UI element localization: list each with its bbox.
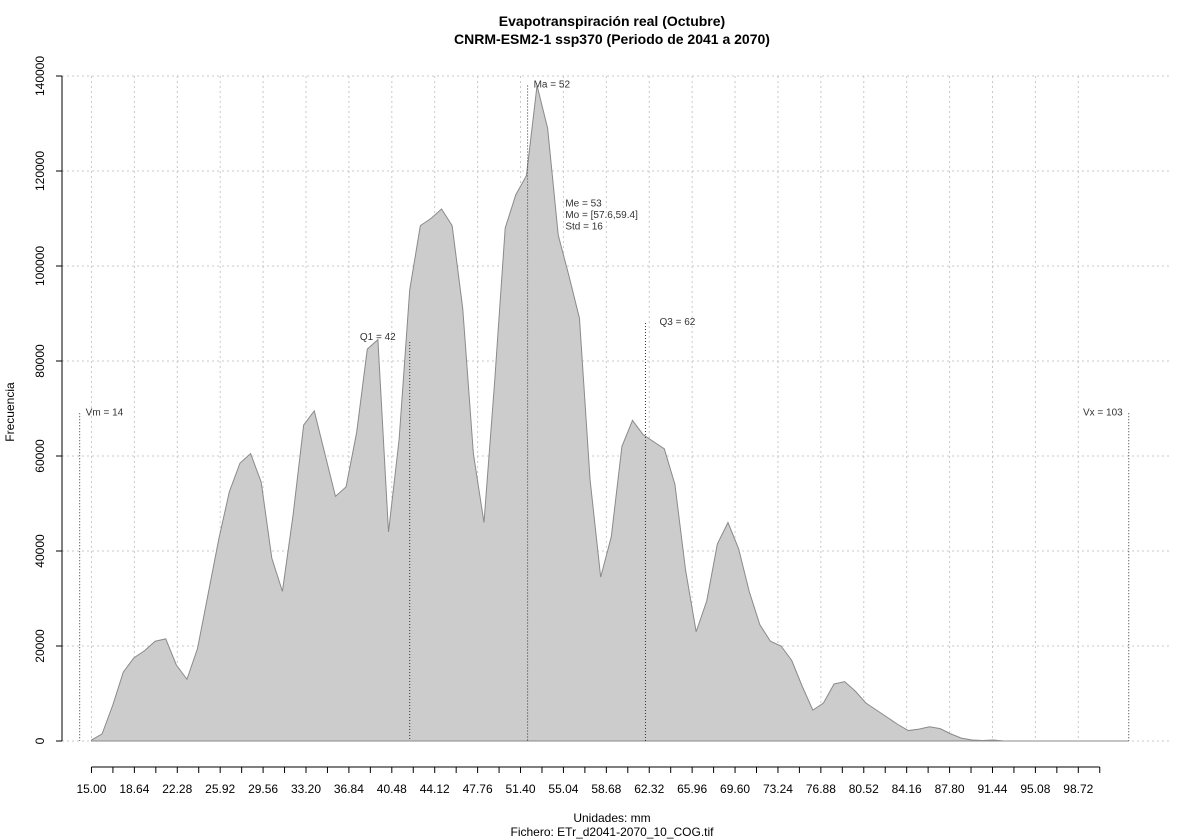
x-tick-label: 29.56 xyxy=(248,782,278,796)
x-tick-label: 25.92 xyxy=(205,782,235,796)
y-tick-label: 0 xyxy=(33,737,47,744)
stat-label: Std = 16 xyxy=(565,222,603,233)
x-tick-label: 40.48 xyxy=(377,782,407,796)
x-tick-label: 15.00 xyxy=(76,782,106,796)
x-tick-label: 62.32 xyxy=(634,782,664,796)
x-tick-label: 91.44 xyxy=(977,782,1007,796)
x-tick-label: 84.16 xyxy=(892,782,922,796)
y-tick-label: 40000 xyxy=(33,534,47,568)
chart-subtitle: CNRM-ESM2-1 ssp370 (Periodo de 2041 a 20… xyxy=(454,31,770,47)
x-axis-label: Unidades: mm xyxy=(573,811,650,825)
marker-label: Q1 = 42 xyxy=(360,332,396,343)
x-tick-label: 47.76 xyxy=(463,782,493,796)
file-footer: Fichero: ETr_d2041-2070_10_COG.tif xyxy=(511,825,715,839)
y-tick-label: 140000 xyxy=(33,56,47,96)
x-tick-label: 98.72 xyxy=(1063,782,1093,796)
x-tick-label: 69.60 xyxy=(720,782,750,796)
y-tick-label: 120000 xyxy=(33,151,47,191)
x-tick-label: 73.24 xyxy=(763,782,793,796)
x-tick-label: 95.08 xyxy=(1020,782,1050,796)
marker-label: Vm = 14 xyxy=(86,407,124,418)
y-axis-label: Frecuencia xyxy=(3,382,17,442)
x-tick-label: 87.80 xyxy=(935,782,965,796)
y-tick-label: 20000 xyxy=(33,629,47,663)
y-tick-label: 80000 xyxy=(33,344,47,378)
stat-label: Mo = [57.6,59.4] xyxy=(565,210,638,221)
x-tick-label: 58.68 xyxy=(591,782,621,796)
x-tick-label: 51.40 xyxy=(506,782,536,796)
x-tick-label: 44.12 xyxy=(420,782,450,796)
marker-label: Ma = 52 xyxy=(534,80,571,91)
x-tick-label: 55.04 xyxy=(548,782,578,796)
x-tick-label: 36.84 xyxy=(334,782,364,796)
stat-markers: Vm = 14 Q1 = 42 Ma = 52 Q3 = 62 Vx = 103 xyxy=(79,80,1130,741)
x-tick-label: 65.96 xyxy=(677,782,707,796)
x-tick-label: 80.52 xyxy=(849,782,879,796)
x-tick-label: 33.20 xyxy=(291,782,321,796)
marker-label: Q3 = 62 xyxy=(659,317,695,328)
frequency-area xyxy=(90,85,1129,742)
axes: 0 20000 40000 60000 80000 100000 120000 140000 1… xyxy=(33,56,1101,796)
chart-title: Evapotranspiración real (Octubre) xyxy=(499,13,725,29)
x-tick-label: 22.28 xyxy=(162,782,192,796)
y-tick-label: 100000 xyxy=(33,246,47,286)
x-tick-label: 76.88 xyxy=(806,782,836,796)
stat-label: Me = 53 xyxy=(565,199,602,210)
grid xyxy=(62,75,1170,742)
y-tick-label: 60000 xyxy=(33,439,47,473)
marker-label: Vx = 103 xyxy=(1083,407,1123,418)
x-tick-label: 18.64 xyxy=(119,782,149,796)
